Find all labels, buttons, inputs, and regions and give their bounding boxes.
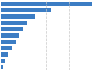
Bar: [1, 21, 27, 25]
Bar: [1, 2, 92, 6]
Bar: [1, 59, 5, 63]
Bar: [1, 65, 3, 69]
Bar: [1, 33, 19, 38]
Bar: [1, 46, 12, 50]
Bar: [1, 27, 23, 31]
Bar: [1, 52, 8, 57]
Bar: [1, 14, 35, 19]
Bar: [1, 8, 51, 12]
Bar: [1, 40, 15, 44]
